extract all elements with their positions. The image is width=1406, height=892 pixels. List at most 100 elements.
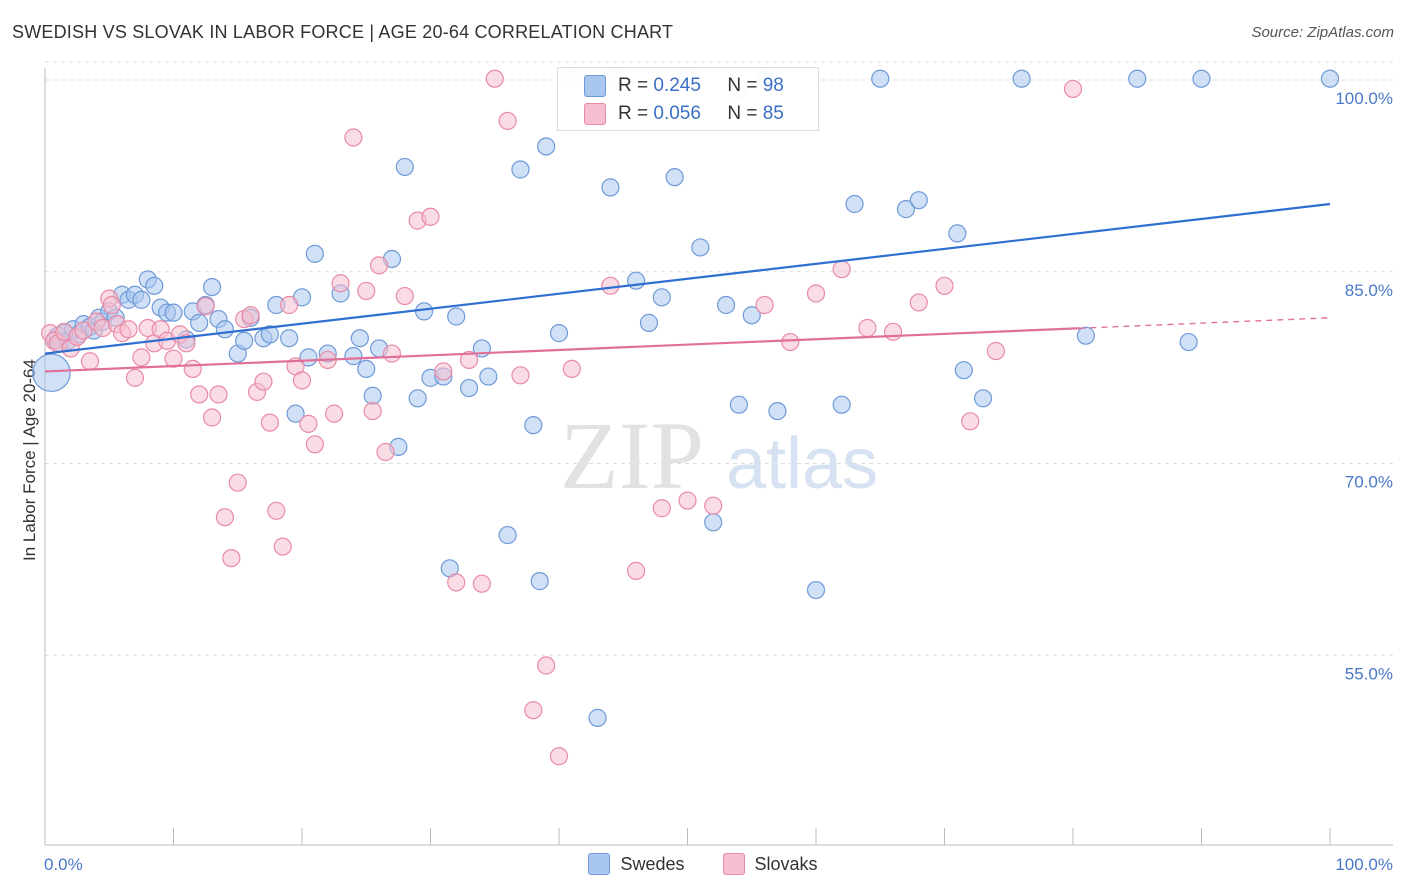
swedes-point-93 — [1076, 326, 1095, 345]
slovaks-point-36 — [260, 413, 279, 432]
swedes-point-61 — [498, 525, 517, 545]
slovaks-swatch — [584, 103, 606, 125]
swedes-point-53 — [414, 302, 434, 321]
slovaks-legend-label: Slovaks — [754, 853, 818, 874]
swedes-point-66 — [549, 324, 569, 343]
slovaks-point-80 — [909, 293, 928, 312]
slovaks-point-62 — [511, 366, 530, 385]
y-tick-label-2: 85.0% — [1345, 281, 1393, 300]
slovaks-point-58 — [459, 350, 479, 370]
slovaks-point-42 — [299, 414, 318, 433]
slovaks-point-37 — [267, 501, 286, 520]
slovaks-point-82 — [961, 412, 980, 431]
slovaks-point-24 — [183, 359, 202, 379]
slovaks-point-60 — [485, 69, 504, 88]
swedes-point-90 — [954, 361, 973, 380]
swedes-point-73 — [652, 288, 671, 307]
swedes-n-value: 98 — [762, 75, 784, 96]
swedes-point-38 — [286, 404, 305, 423]
slovaks-point-41 — [292, 371, 312, 390]
swedes-point-26 — [190, 313, 209, 332]
slovaks-point-51 — [376, 442, 395, 462]
swedes-point-84 — [832, 395, 851, 414]
swedes-point-62 — [511, 160, 530, 179]
slovaks-point-38 — [273, 537, 292, 556]
legend-item-slovaks[interactable]: Slovaks — [722, 851, 818, 877]
swedes-point-32 — [235, 331, 254, 350]
slovaks-point-78 — [858, 318, 877, 338]
slovaks-trend-line — [44, 327, 1080, 373]
swedes-point-78 — [716, 295, 736, 315]
slovaks-point-23 — [177, 334, 196, 353]
slovaks-point-27 — [202, 408, 222, 427]
slovaks-point-35 — [254, 372, 273, 391]
swedes-swatch — [584, 75, 606, 97]
swedes-point-65 — [537, 137, 556, 156]
swedes-point-46 — [357, 359, 376, 379]
swedes-point-76 — [691, 238, 710, 257]
swedes-legend-label: Swedes — [620, 853, 685, 874]
slovaks-point-63 — [524, 701, 543, 720]
slovaks-point-7 — [80, 352, 100, 371]
swedes-point-91 — [973, 389, 993, 408]
swedes-point-68 — [588, 708, 607, 727]
axes — [44, 68, 1393, 846]
y-tick-label-3: 100.0% — [1335, 89, 1393, 108]
swedes-point-85 — [845, 194, 864, 214]
swedes-point-30 — [215, 320, 234, 339]
slovaks-point-68 — [601, 276, 620, 295]
swedes-point-44 — [344, 347, 363, 366]
slovaks-point-79 — [883, 322, 903, 341]
slovaks-point-26 — [196, 297, 215, 316]
swedes-point-92 — [1012, 69, 1031, 88]
swedes-point-57 — [447, 307, 466, 326]
swedes-point-77 — [704, 513, 723, 532]
slovaks-point-6 — [74, 321, 93, 340]
swedes-point-18 — [132, 290, 151, 309]
series-legend: Swedes Slovaks — [0, 851, 1406, 877]
swedes-point-88 — [909, 191, 928, 210]
slovaks-point-43 — [305, 435, 324, 454]
slovaks-point-46 — [331, 274, 350, 293]
slovaks-point-52 — [382, 344, 402, 363]
swedes-point-64 — [530, 572, 549, 591]
slovaks-point-30 — [222, 548, 241, 568]
y-tick-labels: 55.0% 70.0% 85.0% 100.0% — [1335, 89, 1393, 683]
slovaks-point-31 — [228, 473, 247, 492]
slovaks-legend-swatch — [722, 853, 745, 875]
slovaks-point-48 — [357, 281, 376, 301]
slovaks-point-45 — [325, 404, 344, 423]
slovaks-point-21 — [164, 349, 183, 368]
swedes-point-37 — [280, 329, 299, 348]
watermark: ZIP atlas — [560, 402, 878, 509]
swedes-point-94 — [1128, 69, 1147, 88]
x-tick-label-start: 0.0% — [44, 855, 83, 874]
slovaks-point-71 — [678, 491, 697, 510]
swedes-point-0 — [32, 353, 71, 393]
watermark-zip: ZIP — [560, 402, 704, 509]
swedes-point-79 — [729, 395, 749, 414]
slovaks-point-28 — [209, 385, 228, 404]
swedes-point-45 — [350, 329, 369, 348]
slovaks-point-50 — [370, 256, 389, 275]
correlation-legend: R = 0.245 N = 98 R = 0.056 N = 85 — [557, 67, 819, 131]
trend-lines — [44, 202, 1331, 373]
x-tick-label-end: 100.0% — [1335, 855, 1393, 874]
swedes-point-87 — [896, 200, 916, 219]
slovaks-point-76 — [806, 284, 826, 303]
swedes-point-41 — [305, 244, 324, 263]
slovaks-point-77 — [832, 260, 851, 279]
slovaks-point-83 — [986, 341, 1006, 361]
x-tick-labels: 0.0% 100.0% — [44, 855, 1393, 874]
slovaks-point-59 — [472, 574, 491, 593]
swedes-point-69 — [601, 178, 620, 197]
slovaks-point-14 — [119, 320, 138, 339]
legend-item-swedes[interactable]: Swedes — [588, 851, 685, 877]
swedes-trend-line — [44, 202, 1331, 355]
slovaks-point-25 — [190, 385, 209, 404]
slovaks-point-69 — [626, 561, 646, 580]
watermark-atlas: atlas — [726, 424, 878, 504]
slovaks-point-57 — [447, 573, 466, 592]
slovaks-point-75 — [781, 332, 800, 352]
